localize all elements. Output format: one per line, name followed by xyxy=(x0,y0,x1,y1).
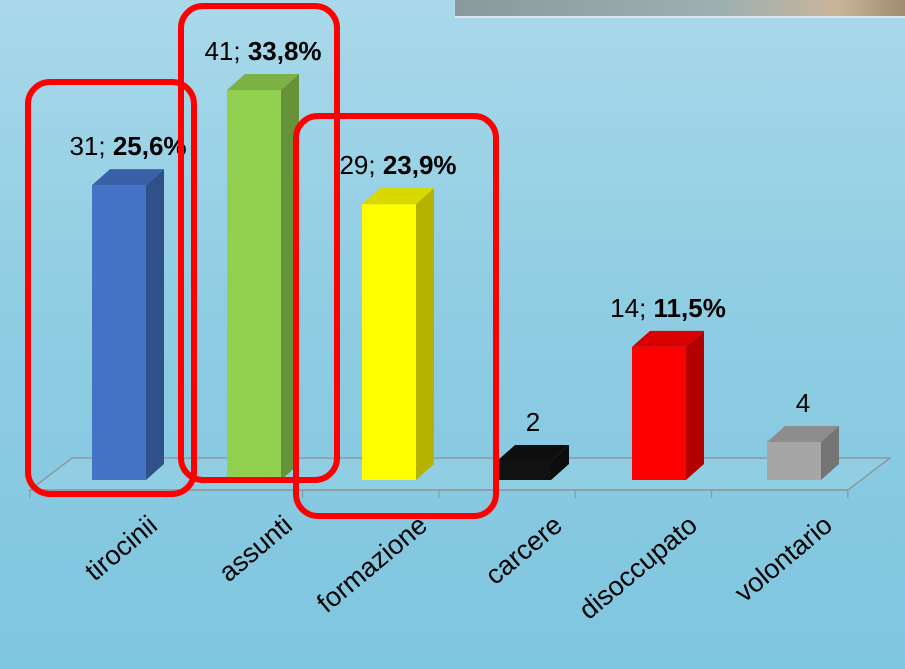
bar-top xyxy=(767,425,839,442)
bars-group xyxy=(92,74,839,480)
tick-label-carcere: carcere xyxy=(480,510,568,591)
bar-front xyxy=(362,204,416,480)
highlight-box-assunti xyxy=(178,3,340,483)
bar-assunti xyxy=(227,74,299,480)
tick-label-volontario: volontario xyxy=(729,510,838,608)
bar-top xyxy=(227,74,299,90)
data-label-tirocinii: 31; 25,6% xyxy=(69,131,186,161)
highlight-boxes xyxy=(25,3,499,519)
bar-front xyxy=(767,441,821,480)
bar-side xyxy=(551,444,569,480)
data-label-assunti: 41; 33,8% xyxy=(204,36,321,66)
bar-disoccupato xyxy=(632,330,704,480)
bar-front xyxy=(92,185,146,480)
bar-tirocinii xyxy=(92,169,164,480)
highlight-box-tirocinii xyxy=(25,79,197,497)
bar-side xyxy=(416,188,434,480)
bar-formazione xyxy=(362,188,434,480)
highlight-box-formazione xyxy=(293,113,499,519)
tick-label-tirocinii: tirocinii xyxy=(79,510,163,587)
bar-top xyxy=(632,330,704,347)
bar-front xyxy=(632,346,686,480)
data-label-disoccupato: 14; 11,5% xyxy=(610,293,726,323)
bar-side xyxy=(686,330,704,480)
bar-side xyxy=(146,169,164,480)
tick-label-assunti: assunti xyxy=(213,510,298,588)
bar-volontario xyxy=(767,425,839,480)
background-photo-fragment xyxy=(455,0,905,18)
tick-label-formazione: formazione xyxy=(311,510,433,619)
bar-front xyxy=(497,460,551,480)
tick-label-disoccupato: disoccupato xyxy=(573,510,703,626)
category-tick-labels: tirocinii assunti formazione carcere disoccu… xyxy=(79,510,838,626)
data-label-carcere: 2 xyxy=(526,407,540,437)
bar-front xyxy=(227,90,281,480)
bar-side xyxy=(821,425,839,480)
bar-top xyxy=(497,444,569,461)
bar-top xyxy=(92,169,164,186)
bar-carcere xyxy=(497,444,569,480)
data-label-formazione: 29; 23,9% xyxy=(339,150,456,180)
data-labels-group: 31; 25,6% 41; 33,8% 29; 23,9% 2 14; 11,5% 4 xyxy=(69,36,810,437)
bar-top xyxy=(362,188,434,205)
data-label-volontario: 4 xyxy=(796,388,810,418)
